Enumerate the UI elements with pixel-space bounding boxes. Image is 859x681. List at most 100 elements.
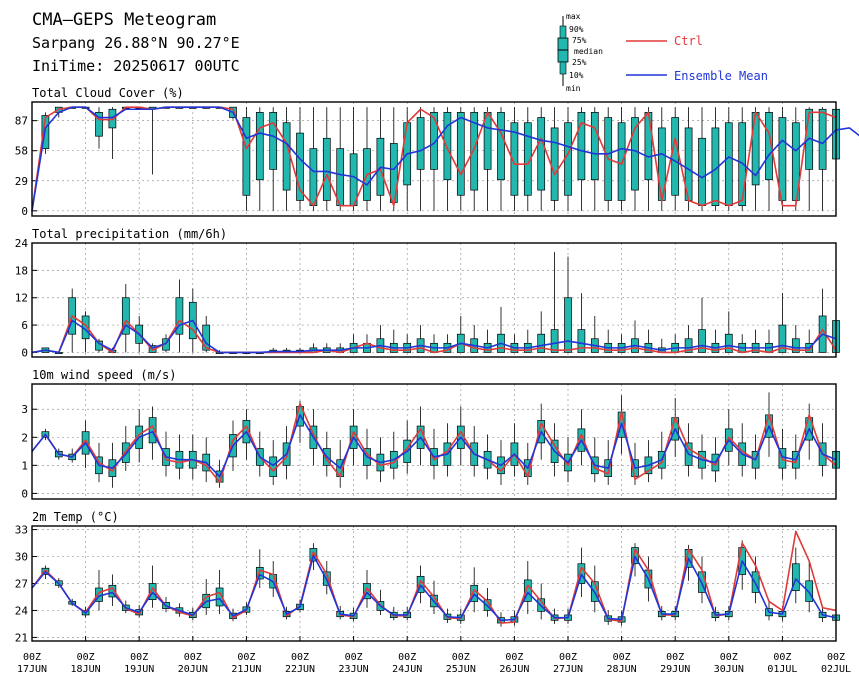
x-tick-label-date: 20JUN [178,664,208,675]
ensemble-mean-line [31,106,859,211]
y-tick-label: 24 [15,604,29,617]
panel-frame [31,383,837,500]
x-tick-label-time: 00Z [666,652,684,663]
legend-label-75: 75% [572,36,587,45]
box-iqr [564,297,572,353]
y-tick-label: 0 [21,205,28,218]
panel-0: 0 29 58 87 [15,101,859,218]
init-time-label: IniTime: 20250617 00UTC [32,57,240,75]
box-iqr [684,338,693,353]
box-iqr [724,122,733,206]
x-tick-label-date: 28JUN [607,664,637,675]
x-tick-label-time: 00Z [559,652,577,663]
panel-title-cloud: Total Cloud Cover (%) [32,86,184,100]
box-iqr [550,127,559,201]
x-tick-label-date: 22JUN [285,664,315,675]
box-iqr [336,148,345,206]
x-tick-label-date: 23JUN [339,664,369,675]
legend-label-90: 90% [569,25,584,34]
x-tick-label-time: 00Z [773,652,791,663]
y-tick-label: 0 [21,346,28,359]
x-tick-label-date: 24JUN [392,664,422,675]
location-label: Sarpang 26.88°N 90.27°E [32,34,240,52]
x-tick-label-time: 00Z [613,652,631,663]
box-iqr [497,112,505,181]
y-tick-label: 0 [21,487,28,500]
legend-box-upper [557,37,569,51]
legend-box-10 [559,25,567,39]
box-iqr [108,584,117,598]
x-tick-label-time: 00Z [345,652,363,663]
panel-frame [31,242,837,358]
y-tick-label: 18 [15,264,28,277]
ensemble-mean-line [31,319,837,354]
x-tick-label-date: 17JUN [17,664,47,675]
box-iqr [805,580,814,602]
legend-label-10: 10% [569,71,584,80]
box-iqr [148,417,157,444]
x-tick-label-date: 18JUN [71,664,101,675]
y-tick-label: 21 [15,631,28,644]
box-iqr [269,456,278,477]
ensemble-mean-line [31,554,837,622]
legend-label-25: 25% [572,58,587,67]
box-iqr [470,112,479,191]
x-tick-label-time: 00Z [452,652,470,663]
box-iqr [269,112,278,170]
x-tick-label-date: 30JUN [714,664,744,675]
y-tick-label: 33 [15,524,28,537]
x-tick-label-time: 00Z [130,652,148,663]
box-iqr [550,329,559,353]
x-tick-label-time: 00Z [291,652,309,663]
x-tick-label-time: 00Z [184,652,202,663]
box-iqr [724,333,733,353]
box-iqr [698,137,706,206]
box-iqr [510,122,519,196]
box-iqr [282,122,291,191]
ctrl-series-line [31,402,837,483]
x-tick-label-date: 25JUN [446,664,476,675]
box-iqr [778,117,787,201]
panel-frame [31,525,837,642]
box-iqr [175,297,184,335]
y-tick-label: 6 [21,319,28,332]
box-iqr [322,137,331,201]
panel-1: 0 6 12 18 24 [15,237,840,359]
box-iqr [577,112,586,181]
ensemble-mean-line [31,414,837,478]
legend-label-min: min [566,84,581,93]
box-iqr [617,122,626,201]
panel-frame [31,101,837,217]
box-iqr [215,587,224,607]
x-tick-label-date: 26JUN [499,664,529,675]
box-iqr [765,112,773,181]
box-iqr [577,563,586,584]
y-tick-label: 12 [15,292,28,305]
panel-title-precip: Total precipitation (mm/6h) [32,227,227,241]
box-iqr [818,108,827,170]
box-iqr [242,117,251,196]
box-iqr [537,117,546,191]
x-tick-label-date: 27JUN [553,664,583,675]
box-iqr [778,324,787,353]
x-tick-label-time: 00Z [77,652,95,663]
box-iqr [121,297,130,335]
x-tick-label-date: 02JUL [821,664,851,675]
x-tick-label-time: 00Z [505,652,523,663]
x-tick-label-time: 00Z [398,652,416,663]
y-tick-label: 24 [15,237,29,250]
y-tick-label: 1 [21,459,28,472]
box-iqr [255,566,264,580]
box-iqr [671,117,680,196]
x-tick-label-time: 00Z [23,652,41,663]
box-iqr [443,112,452,181]
box-iqr [430,112,438,170]
box-iqr [296,132,304,201]
box-iqr [631,117,639,191]
panel-title-temp: 2m Temp (°C) [32,510,119,524]
box-iqr [791,563,800,592]
legend-label-max: max [566,12,581,21]
box-iqr [456,112,465,196]
